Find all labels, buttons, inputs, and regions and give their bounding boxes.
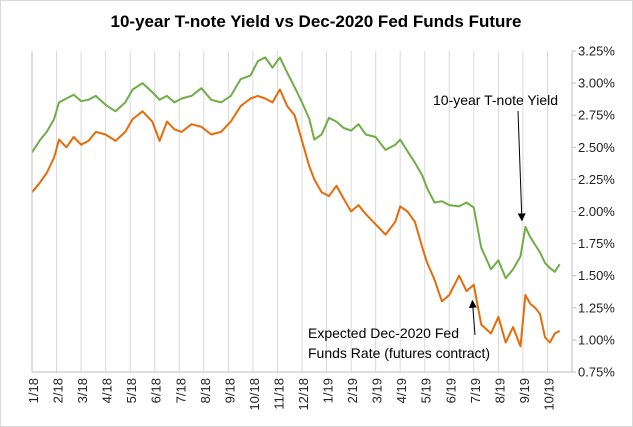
x-tick-label: 8/18: [198, 378, 213, 403]
y-tick-label: 1.00%: [578, 332, 615, 347]
x-tick-label: 11/18: [271, 378, 286, 410]
x-tick-label: 2/19: [345, 378, 360, 403]
x-tick-label: 4/19: [394, 378, 409, 403]
x-tick-label: 5/18: [124, 378, 139, 403]
y-tick-label: 2.25%: [578, 172, 615, 187]
x-tick-label: 5/19: [419, 378, 434, 403]
x-tick-label: 1/19: [321, 378, 336, 403]
y-tick-label: 2.75%: [578, 108, 615, 123]
x-tick-label: 8/19: [492, 378, 507, 403]
y-tick-label: 1.75%: [578, 236, 615, 251]
series-layer: [31, 56, 561, 348]
y-tick-label: 2.50%: [578, 140, 615, 155]
x-tick-label: 9/19: [517, 378, 532, 403]
annotation-tnote-label: 10-year T-note Yield: [433, 92, 558, 108]
y-tick-label: 3.25%: [578, 44, 615, 59]
series-line-fed-funds-future: [31, 88, 561, 348]
annotation-layer: 10-year T-note Yield Expected Dec-2020 Fe…: [308, 92, 558, 361]
x-tick-label: 7/19: [468, 378, 483, 403]
x-tick-label: 7/18: [173, 378, 188, 403]
x-tick-label: 2/18: [51, 378, 66, 403]
y-tick-label: 0.75%: [578, 365, 615, 380]
y-tick-label: 3.00%: [578, 76, 615, 91]
x-tick-label: 10/19: [541, 378, 556, 411]
annotation-fedfunds-label-line2: Funds Rate (futures contract): [308, 345, 490, 361]
x-tick-label: 3/18: [75, 378, 90, 403]
annotation-fedfunds-arrow: [468, 299, 477, 336]
x-tick-label: 9/18: [222, 378, 237, 403]
y-tick-label: 2.00%: [578, 204, 615, 219]
chart-title: 10-year T-note Yield vs Dec-2020 Fed Fun…: [111, 12, 522, 31]
y-tick-label: 1.25%: [578, 300, 615, 315]
x-tick-label: 1/18: [26, 378, 41, 403]
x-tick-label: 6/18: [149, 378, 164, 403]
y-tick-label: 1.50%: [578, 268, 615, 283]
axis-layer: 0.75% 1.00% 1.25% 1.50% 1.75% 2.00% 2.25% 2.50%…: [26, 44, 615, 411]
x-tick-label: 4/18: [100, 378, 115, 403]
x-tick-label: 12/18: [296, 378, 311, 411]
x-tick-label: 6/19: [443, 378, 458, 403]
x-tick-label: 10/18: [247, 378, 262, 411]
annotation-fedfunds-label-line1: Expected Dec-2020 Fed: [308, 325, 459, 341]
x-tick-label: 3/19: [370, 378, 385, 403]
series-line-tnote-yield: [31, 56, 561, 280]
annotation-tnote-arrow: [517, 110, 526, 222]
